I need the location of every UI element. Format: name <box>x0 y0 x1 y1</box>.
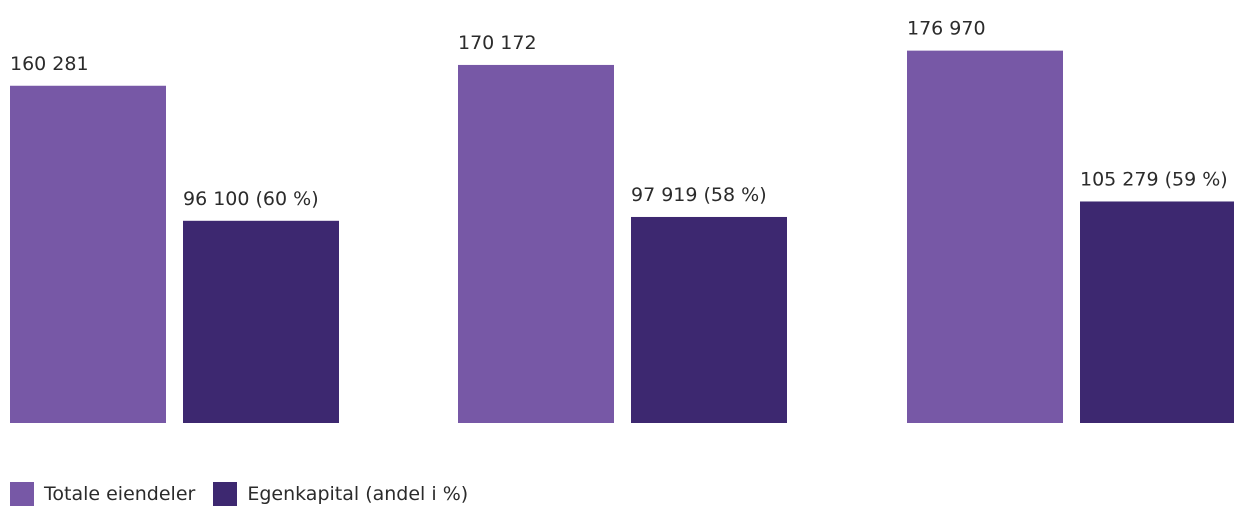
chart-legend: Totale eiendeler Egenkapital (andel i %) <box>10 481 486 507</box>
data-label-egenkapital-1: 96 100 (60 %) <box>183 188 319 210</box>
data-label-egenkapital-2: 97 919 (58 %) <box>631 184 767 206</box>
legend-item-totale-eiendeler: Totale eiendeler <box>10 482 195 506</box>
legend-swatch-egenkapital <box>213 482 238 506</box>
data-label-totale-eiendeler-2: 170 172 <box>458 32 537 54</box>
legend-label-totale-eiendeler: Totale eiendeler <box>44 483 196 505</box>
legend-swatch-totale-eiendeler <box>10 482 34 506</box>
data-label-totale-eiendeler-3: 176 970 <box>907 18 986 40</box>
data-label-egenkapital-3: 105 279 (59 %) <box>1080 168 1228 190</box>
data-label-totale-eiendeler-1: 160 281 <box>10 53 89 75</box>
bar-totale-eiendeler-2 <box>458 64 614 423</box>
bar-egenkapital-1 <box>183 220 339 423</box>
bar-egenkapital-2 <box>631 216 787 423</box>
legend-label-egenkapital: Egenkapital (andel i %) <box>247 483 469 505</box>
bar-totale-eiendeler-3 <box>907 50 1063 424</box>
legend-item-egenkapital: Egenkapital (andel i %) <box>213 482 468 506</box>
bar-totale-eiendeler-1 <box>10 85 166 423</box>
bar-egenkapital-3 <box>1080 201 1234 423</box>
